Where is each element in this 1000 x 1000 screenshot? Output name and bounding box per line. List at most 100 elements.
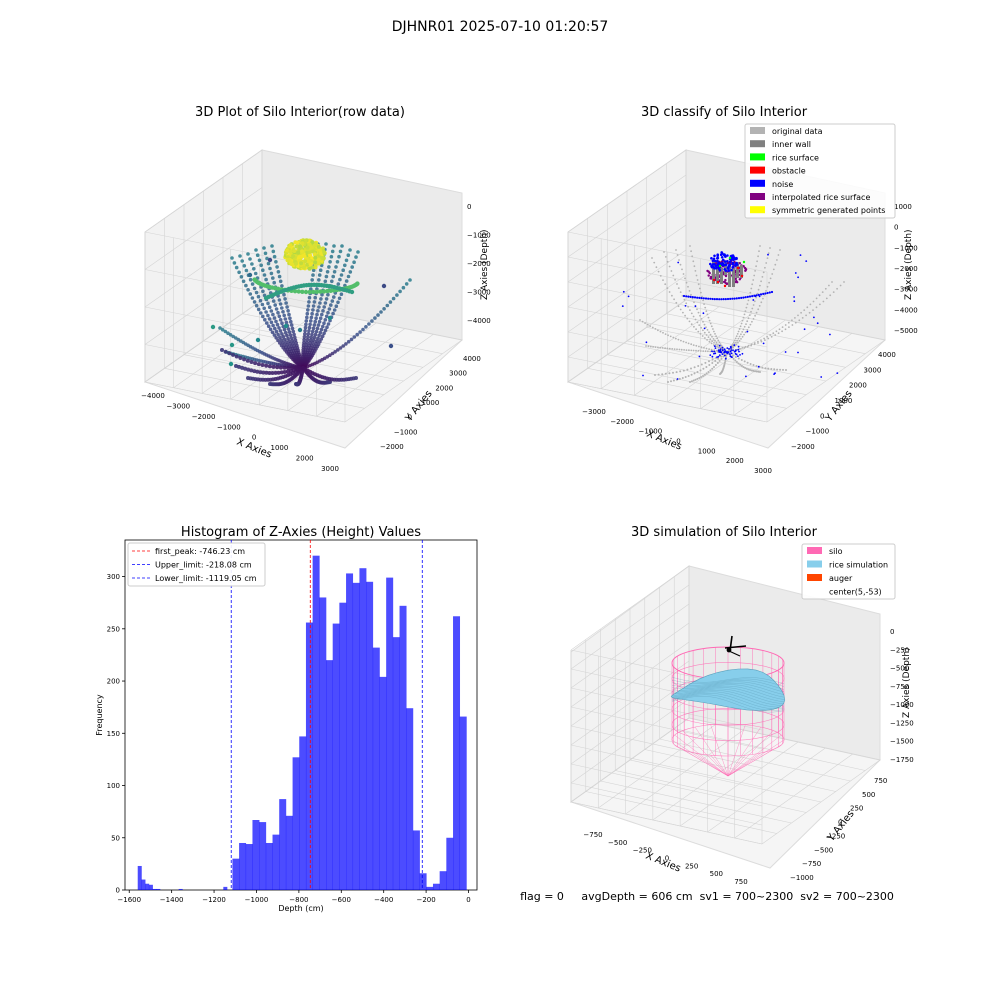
classify-point [770,335,773,338]
raw-point [281,334,286,339]
raw-point [316,336,320,341]
classify-point [745,323,747,325]
classify-point [733,344,736,346]
gridline [570,687,763,731]
sim-y-tick: −750 [802,860,821,868]
classify-point [755,296,757,299]
classify-point [801,317,804,319]
raw-y-tick: 1000 [422,399,440,407]
sim-z-tick: −1500 [890,738,914,746]
hist-bar [292,757,300,890]
raw-point [316,257,321,262]
gridline [567,356,768,398]
classify-point [668,347,671,350]
classify-gridlines [567,149,886,423]
gridline [585,791,777,834]
raw-point [334,304,339,309]
rice-mesh-line [671,677,785,684]
gridline [144,187,263,270]
classify-point [711,297,714,301]
classify-point [703,327,706,330]
raw-point [268,327,273,332]
raw-point [328,288,333,293]
raw-point [252,277,257,282]
classify-z-tick: −3000 [894,286,918,294]
classify-point [692,260,695,263]
raw-point [313,332,318,337]
classify-point [689,295,692,298]
classify-legend-label: obstacle [772,167,806,176]
classify-point [706,339,708,341]
raw-point [280,332,284,336]
classify-point [734,359,737,362]
classify-legend-swatch [750,153,765,161]
classify-point [687,285,689,288]
gridline [615,770,807,813]
gridline [570,565,690,651]
raw-point [282,370,287,374]
classify-point [647,345,650,348]
raw-point [269,271,274,276]
sim-legend-box [801,543,896,600]
classify-point [738,262,741,265]
raw-point [370,319,374,323]
classify-point [713,254,716,258]
classify-point [759,284,761,287]
raw-point [282,292,286,297]
classify-point [751,295,754,298]
classify-point [736,262,739,278]
classify-point [753,343,756,346]
classify-point [735,343,738,346]
raw-point [326,322,331,326]
raw-point [273,370,278,375]
classify-point [708,271,711,275]
raw-point [332,244,336,248]
classify-point [737,362,740,365]
classify-point [704,361,707,364]
classify-scatter-points [621,245,845,383]
classify-point [714,359,717,362]
raw-point [284,301,288,305]
classify-point [744,310,747,312]
classify-point [735,335,738,338]
raw-point [312,243,317,248]
sim-y-tick: −1000 [790,874,814,882]
classify-point [693,366,696,369]
raw-point [249,360,254,364]
classify-legend-swatch [750,127,765,134]
classify-point [791,319,793,322]
gridline [570,584,690,670]
classify-point [793,296,795,298]
raw-point [267,317,272,321]
classify-point [818,294,821,297]
silo-cone-strut [727,730,774,777]
raw-point [263,251,268,256]
raw-point [291,254,296,258]
classify-point [767,367,770,370]
classify-point [806,306,809,309]
classify-point [720,344,723,347]
classify-point [744,269,747,272]
raw-point [329,254,334,259]
classify-point [682,311,684,314]
auger-arm [728,650,741,657]
hist-bar [366,581,374,890]
classify-point [829,333,831,336]
classify-point [744,296,747,299]
silo-cone-strut [710,755,729,777]
classify-point [698,377,701,379]
classify-point [716,280,720,284]
classify-point [663,251,665,253]
classify-point [690,373,693,376]
classify-point [713,330,715,333]
classify-point [757,293,760,296]
classify-point [720,255,724,259]
classify-point [687,375,690,377]
raw-point [275,322,280,327]
classify-point [730,349,733,351]
classify-point [696,308,698,311]
classify-point [803,328,806,331]
classify-point [686,368,689,371]
classify-point [745,375,747,378]
classify-legend-label: inner wall [772,140,811,149]
